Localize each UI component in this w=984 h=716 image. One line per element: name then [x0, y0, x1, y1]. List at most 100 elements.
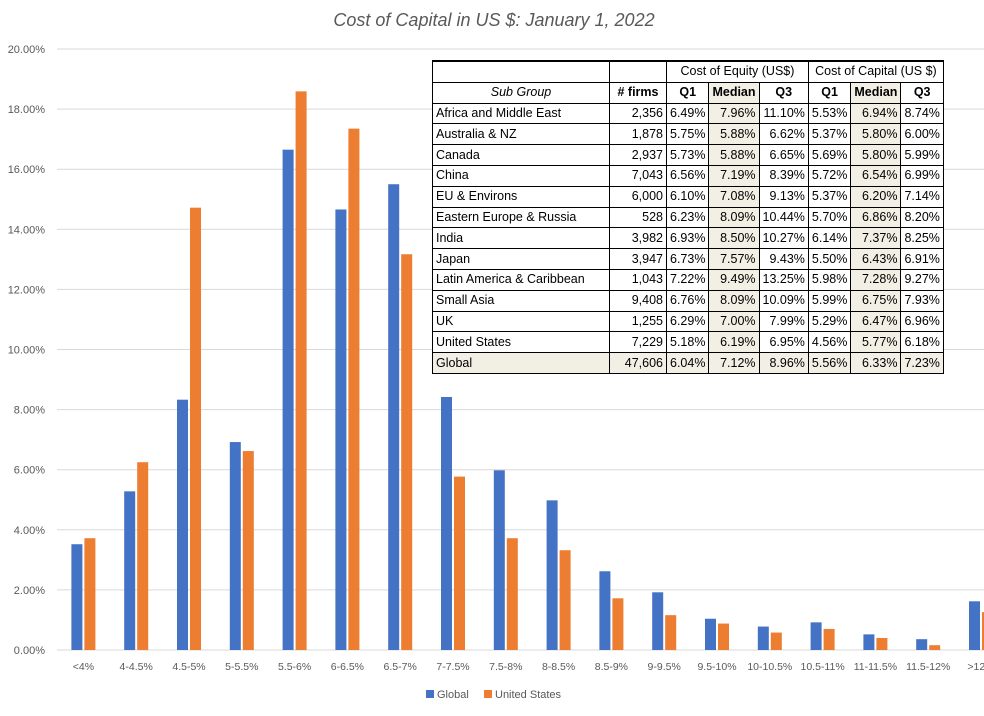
table-cell: 10.44%: [758, 206, 809, 229]
table-cell: 6.20%: [850, 185, 902, 208]
y-tick-label: 6.00%: [14, 465, 45, 477]
table-cell: 5.88%: [708, 123, 760, 146]
bar-global: [599, 571, 611, 650]
header-equity-q3: Q3: [758, 81, 809, 104]
header-sub-group: Sub Group: [432, 81, 610, 104]
table-cell: UK: [432, 310, 610, 333]
table-cell: 1,255: [609, 310, 667, 333]
y-tick-label: 16.00%: [8, 164, 46, 176]
table-cell: Australia & NZ: [432, 123, 610, 146]
y-tick-label: 0.00%: [14, 645, 45, 657]
summary-table-container: Cost of Equity (US$) Cost of Capital (US…: [432, 59, 944, 374]
bar-united-states: [718, 623, 729, 650]
table-cell: Canada: [432, 144, 610, 166]
table-cell: Eastern Europe & Russia: [432, 206, 610, 229]
table-group-header-row: Cost of Equity (US$) Cost of Capital (US…: [432, 59, 944, 83]
table-cell: 5.73%: [665, 144, 710, 166]
table-cell: 5.88%: [708, 144, 760, 166]
bar-global: [705, 618, 716, 650]
table-row: UK 1,255 6.29% 7.00% 7.99% 5.29% 6.47% 6.96%: [432, 310, 944, 333]
table-cell: 528: [609, 206, 667, 229]
table-cell: 8.09%: [708, 289, 760, 312]
table-cell: 9.49%: [708, 268, 760, 291]
table-cell: 8.74%: [900, 102, 944, 125]
table-cell: 5.50%: [807, 248, 852, 270]
table-cell: 7.12%: [708, 352, 760, 374]
bar-global: [229, 442, 241, 650]
table-total-row: Global 47,606 6.04% 7.12% 8.96% 5.56% 6.…: [432, 352, 944, 374]
x-tick-label: <4%: [73, 661, 94, 673]
table-cell: 5.80%: [850, 144, 902, 166]
table-cell: 5.56%: [807, 352, 852, 374]
table-row: Latin America & Caribbean 1,043 7.22% 9.49%…: [432, 268, 944, 291]
bar-global: [757, 626, 769, 650]
table-cell: 6.19%: [708, 331, 760, 354]
bar-united-states: [612, 598, 624, 650]
bar-global: [493, 470, 505, 650]
table-row: Canada 2,937 5.73% 5.88% 6.65% 5.69% 5.80% 5.99…: [432, 144, 944, 166]
table-cell: 5.37%: [807, 123, 852, 146]
y-tick-label: 4.00%: [14, 525, 45, 537]
table-cell: 3,947: [609, 248, 667, 270]
table-row: China 7,043 6.56% 7.19% 8.39% 5.72% 6.54% 6.99%: [432, 164, 944, 187]
y-tick-label: 2.00%: [14, 585, 45, 597]
x-tick-label: >12%: [967, 661, 984, 673]
x-tick-label: 7.5-8%: [489, 661, 522, 673]
table-cell: 1,043: [609, 268, 667, 291]
bar-global: [969, 601, 980, 650]
table-row: Japan 3,947 6.73% 7.57% 9.43% 5.50% 6.43% 6.91%: [432, 248, 944, 270]
table-cell: 6.43%: [850, 248, 902, 270]
group-header-cost-of-equity: Cost of Equity (US$): [666, 59, 809, 83]
table-cell: 7.93%: [900, 289, 944, 312]
bar-united-states: [190, 207, 201, 650]
bar-united-states: [929, 645, 941, 650]
bar-united-states: [506, 538, 518, 650]
bar-united-states: [559, 550, 571, 650]
table-cell: 9.13%: [758, 185, 809, 208]
table-cell: 6.47%: [850, 310, 902, 333]
table-cell: 8.50%: [708, 227, 760, 250]
x-tick-label: 4.5-5%: [172, 661, 205, 673]
header-capital-median: Median: [850, 81, 902, 104]
table-cell: 7,043: [609, 164, 667, 187]
table-cell: 13.25%: [758, 268, 809, 291]
table-cell: 7.00%: [708, 310, 760, 333]
table-cell: 10.27%: [758, 227, 809, 250]
bar-global: [177, 399, 188, 650]
table-cell: 6.18%: [900, 331, 944, 354]
table-cell: 6.91%: [900, 248, 944, 270]
table-cell: 9,408: [609, 289, 667, 312]
table-cell: 7.14%: [900, 185, 944, 208]
table-cell: 8.20%: [900, 206, 944, 229]
x-tick-label: 5-5.5%: [225, 661, 258, 673]
bar-united-states: [84, 538, 96, 650]
table-cell: 6.14%: [807, 227, 852, 250]
table-cell: 7.37%: [850, 227, 902, 250]
table-cell: 7.57%: [708, 248, 760, 270]
table-row: Africa and Middle East 2,356 6.49% 7.96% 11.…: [432, 102, 944, 125]
table-corner-cell: [432, 59, 610, 83]
table-cell: 5.72%: [807, 164, 852, 187]
x-tick-label: 9-9.5%: [648, 661, 681, 673]
legend-swatch-global: [426, 690, 434, 698]
table-cell: United States: [432, 331, 610, 354]
y-tick-label: 8.00%: [14, 405, 45, 417]
x-tick-label: 8-8.5%: [542, 661, 575, 673]
bar-global: [546, 500, 558, 650]
table-cell: 6.49%: [665, 102, 710, 125]
table-cell: 5.69%: [807, 144, 852, 166]
table-cell: 8.96%: [758, 352, 809, 374]
table-cell: 10.09%: [758, 289, 809, 312]
table-cell: 6.86%: [850, 206, 902, 229]
header-capital-q1: Q1: [807, 81, 852, 104]
y-tick-label: 10.00%: [8, 345, 46, 357]
table-cell: 47,606: [609, 352, 667, 374]
table-cell: 3,982: [609, 227, 667, 250]
table-body: Africa and Middle East 2,356 6.49% 7.96% 11.…: [432, 102, 944, 354]
table-row: Small Asia 9,408 6.76% 8.09% 10.09% 5.99% 6.75…: [432, 289, 944, 312]
x-tick-label: 9.5-10%: [697, 661, 736, 673]
table-cell: 6.33%: [850, 352, 902, 374]
y-axis-ticks: 0.00% 2.00% 4.00% 6.00% 8.00% 10.00% 12.00% 14.…: [8, 44, 46, 657]
table-cell: 6.23%: [665, 206, 710, 229]
table-cell: 9.43%: [758, 248, 809, 270]
